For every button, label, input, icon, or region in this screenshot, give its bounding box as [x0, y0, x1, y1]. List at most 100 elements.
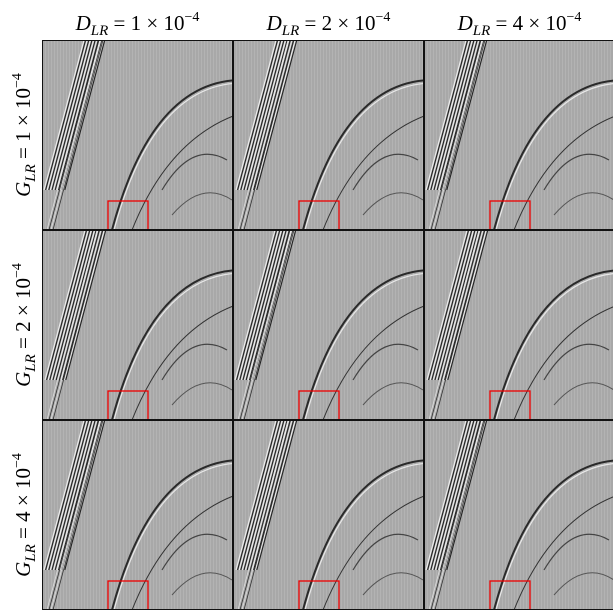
event-line [256, 40, 298, 191]
event-line [243, 420, 285, 571]
event-curve [543, 343, 610, 381]
event-line [430, 230, 482, 420]
event-line [245, 40, 287, 191]
zoom-box [107, 200, 149, 230]
event-line [444, 230, 486, 381]
seismic-image [233, 420, 424, 610]
event-line [434, 230, 486, 420]
event-line [243, 230, 295, 420]
event-line [431, 230, 473, 381]
panel-border [42, 230, 233, 420]
event-curve [171, 572, 233, 596]
event-line [433, 40, 475, 191]
event-line [50, 420, 102, 610]
event-line [240, 420, 282, 571]
panel-border [424, 230, 613, 420]
event-line [430, 40, 472, 191]
event-curve [513, 496, 613, 610]
event-line [46, 230, 88, 381]
event-line [51, 420, 93, 571]
event-line [433, 420, 475, 571]
event-line [447, 230, 489, 381]
event-line [432, 230, 484, 420]
event-curve [113, 272, 233, 420]
event-line [50, 40, 102, 230]
subscript: LR [90, 23, 109, 39]
event-line [54, 40, 96, 191]
event-line [57, 40, 99, 191]
event-line [241, 230, 293, 420]
event-line [59, 40, 101, 191]
event-line [237, 420, 279, 571]
event-line [435, 40, 477, 191]
event-line [241, 420, 293, 610]
event-line [52, 230, 94, 381]
event-curve [352, 343, 419, 381]
event-line [441, 420, 483, 571]
event-line [46, 40, 88, 191]
event-curve [352, 153, 419, 191]
subscript: LR [281, 23, 300, 39]
event-line [50, 230, 92, 381]
event-curve [352, 533, 419, 571]
event-curve [493, 79, 613, 230]
event-line [427, 40, 469, 191]
subscript: LR [23, 354, 39, 373]
event-curve [322, 495, 424, 610]
event-line [237, 40, 289, 230]
subscript: LR [23, 164, 39, 183]
event-curve [553, 192, 613, 216]
symbol: G [11, 372, 35, 387]
axis-label: DLR = 2 × 10−4 [266, 10, 391, 39]
event-curve [304, 82, 424, 230]
event-line [237, 40, 279, 191]
event-line [52, 40, 104, 230]
event-curve [362, 382, 424, 406]
event-curve [493, 459, 613, 610]
event-curve [131, 305, 233, 420]
event-curve [111, 79, 233, 230]
event-line [425, 420, 467, 571]
event-curve [495, 83, 613, 230]
seismic-image [42, 40, 233, 230]
event-line [446, 420, 488, 571]
superscript: −4 [184, 10, 199, 25]
event-line [439, 40, 481, 191]
event-line [434, 40, 486, 230]
event-line [51, 40, 93, 191]
axis-label: DLR = 1 × 10−4 [75, 10, 200, 39]
zoom-box [489, 390, 531, 420]
event-curve [161, 153, 228, 191]
event-line [237, 230, 279, 381]
event-curve [302, 79, 424, 230]
seismic-image [42, 420, 233, 610]
event-line [52, 420, 104, 610]
event-line [54, 230, 96, 381]
event-curve [304, 272, 424, 420]
event-line [430, 420, 482, 610]
event-line [57, 420, 99, 571]
seismic-image [42, 230, 233, 420]
event-curve [111, 269, 233, 420]
zoom-box [489, 200, 531, 230]
event-line [52, 230, 104, 420]
event-line [432, 230, 474, 381]
symbol: D [75, 11, 91, 35]
event-line [46, 420, 98, 610]
zoom-box [298, 390, 340, 420]
event-line [45, 40, 87, 191]
axis-label: GLR = 4 × 10−4 [10, 453, 39, 577]
event-curve [113, 462, 233, 610]
panel-border [233, 40, 424, 230]
event-line [238, 420, 280, 571]
seismic-image [233, 230, 424, 420]
event-curve [161, 343, 228, 381]
symbol: G [11, 182, 35, 197]
event-line [241, 40, 293, 230]
event-line [436, 420, 478, 571]
event-line [246, 420, 288, 571]
superscript: −4 [10, 263, 25, 278]
event-line [64, 40, 106, 191]
event-curve [553, 572, 613, 596]
symbol: D [266, 11, 282, 35]
